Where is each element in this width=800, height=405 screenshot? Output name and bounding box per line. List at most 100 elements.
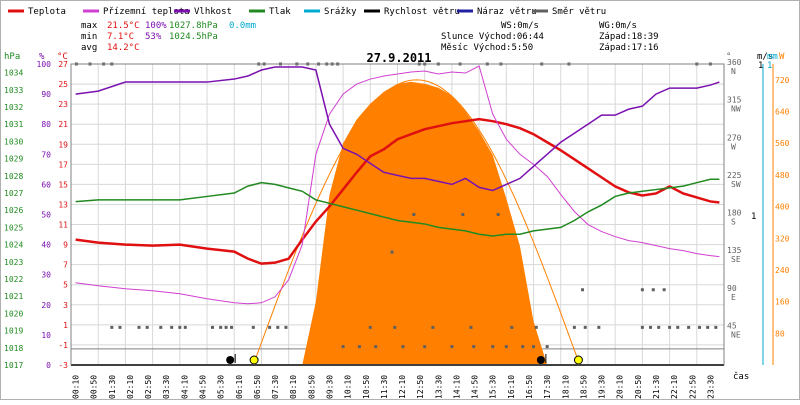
wind-dir-dot-6: [137, 325, 141, 329]
wind-dir-dot-18: [276, 325, 280, 329]
wind-dir-dot-56: [662, 288, 666, 292]
left-axes: 1034103310321031103010291028102710261025…: [4, 60, 68, 370]
stats-panel: max 21.5°C 100% 1027.8hPa 0.0mm min 7.1°…: [81, 21, 256, 53]
time-tick-29: 19:30: [598, 375, 607, 399]
wind-dir-dot-46: [649, 325, 653, 329]
time-tick-14: 09:30: [325, 375, 334, 399]
stat-min-temp: 7.1°C: [107, 32, 134, 42]
temp-tick-7: 13: [58, 200, 68, 209]
time-tick-28: 18:50: [579, 375, 588, 399]
rain-unit: mm: [767, 52, 778, 62]
axis-units: hPa % °C ° m/s mm W 1 1 1 čas: [4, 52, 785, 382]
wind-dir-dot-9: [170, 325, 174, 329]
time-tick-34: 22:50: [688, 375, 697, 399]
dir-deg-tick-1: 315: [727, 96, 742, 105]
rain-top: 1: [767, 61, 772, 71]
hum-tick-9: 10: [41, 331, 51, 340]
time-tick-18: 12:10: [398, 375, 407, 399]
time-tick-7: 04:50: [199, 375, 208, 399]
series-line-1: [75, 65, 720, 305]
time-tick-23: 15:30: [489, 375, 498, 399]
press-tick-1: 1033: [4, 86, 23, 95]
hum-tick-4: 60: [41, 180, 51, 189]
speed-top: 1: [758, 61, 763, 71]
time-tick-10: 06:50: [253, 375, 262, 399]
dir-unit: °: [726, 52, 731, 62]
wind-dir-dot-42: [572, 325, 576, 329]
time-tick-15: 10:10: [344, 375, 353, 399]
time-tick-30: 20:10: [616, 375, 625, 399]
time-tick-5: 03:30: [162, 375, 171, 399]
hum-tick-3: 70: [41, 150, 51, 159]
press-tick-10: 1024: [4, 241, 23, 250]
moon-set-text: Západ:17:16: [599, 43, 659, 53]
legend-label-3: Tlak: [269, 7, 291, 17]
wind-dir-dot-53: [714, 325, 718, 329]
time-tick-6: 04:10: [180, 375, 189, 399]
dir-name-tick-0: N: [731, 67, 736, 76]
press-tick-0: 1034: [4, 69, 23, 78]
time-tick-11: 07:30: [271, 375, 280, 399]
wind-dir-dot-60: [357, 345, 361, 349]
event-moonrise-icon: [226, 356, 235, 364]
legend-label-6: Náraz větru: [477, 7, 537, 17]
wind-dir-dot-11: [183, 325, 187, 329]
wind-gust-text: WG:0m/s: [599, 21, 637, 31]
press-tick-7: 1027: [4, 189, 23, 198]
temp-tick-14: -1: [58, 341, 68, 350]
hum-tick-8: 20: [41, 301, 51, 310]
wind-dir-dot-70: [368, 325, 372, 329]
wind-speed-text: WS:0m/s: [501, 21, 539, 31]
time-tick-8: 05:30: [217, 375, 226, 399]
speed-unit: m/s: [757, 52, 773, 62]
wind-dir-dot-38: [412, 213, 416, 216]
press-tick-8: 1026: [4, 206, 23, 215]
stat-min-press: 1024.5hPa: [169, 32, 218, 42]
legend-label-5: Rychlost větru: [384, 7, 460, 17]
press-tick-17: 1017: [4, 361, 23, 370]
time-tick-32: 21:30: [652, 375, 661, 399]
hum-tick-6: 40: [41, 241, 51, 250]
legend-label-0: Teplota: [28, 7, 66, 17]
time-tick-1: 00:50: [90, 375, 99, 399]
plot-border: [70, 63, 725, 366]
time-tick-9: 06:10: [235, 375, 244, 399]
dir-deg-tick-3: 225: [727, 171, 742, 180]
temp-tick-5: 17: [58, 160, 68, 169]
temp-tick-9: 9: [63, 241, 68, 250]
wind-dir-dot-55: [651, 288, 655, 292]
hum-tick-2: 80: [41, 120, 51, 129]
wind-dir-dot-5: [118, 325, 122, 329]
press-tick-12: 1022: [4, 275, 23, 284]
wind-dir-dot-39: [461, 213, 465, 216]
wind-dir-dot-68: [521, 345, 525, 349]
press-tick-3: 1031: [4, 120, 23, 129]
stat-avg-temp: 14.2°C: [107, 43, 140, 53]
temp-tick-4: 19: [58, 140, 68, 149]
wind-dir-dot-45: [640, 325, 644, 329]
solar-tick-7: 160: [775, 298, 790, 307]
press-tick-6: 1028: [4, 172, 23, 181]
time-tick-24: 16:10: [507, 375, 516, 399]
hum-tick-0: 100: [37, 60, 52, 69]
solar-tick-1: 640: [775, 108, 790, 117]
event-sunrise-icon: [249, 355, 259, 365]
dir-deg-tick-0: 360: [727, 58, 742, 67]
wind-dir-dot-44: [597, 325, 601, 329]
solar-area: [75, 81, 720, 366]
wind-dir-dot-75: [534, 325, 538, 329]
hum-unit: %: [39, 52, 45, 62]
legend-label-2: Vlhkost: [194, 7, 232, 17]
dir-name-tick-4: S: [731, 218, 736, 227]
time-tick-12: 08:10: [289, 375, 298, 399]
time-tick-31: 20:50: [634, 375, 643, 399]
dir-name-tick-7: NE: [731, 330, 741, 339]
temp-tick-6: 15: [58, 180, 68, 189]
time-title: čas: [733, 371, 749, 382]
wind-dir-dot-48: [668, 325, 672, 329]
wind-dir-dot-71: [393, 325, 397, 329]
dir-deg-tick-7: 45: [727, 321, 737, 330]
solar-theoretical-line: [252, 79, 578, 366]
wind-dir-dot-54: [640, 288, 644, 292]
